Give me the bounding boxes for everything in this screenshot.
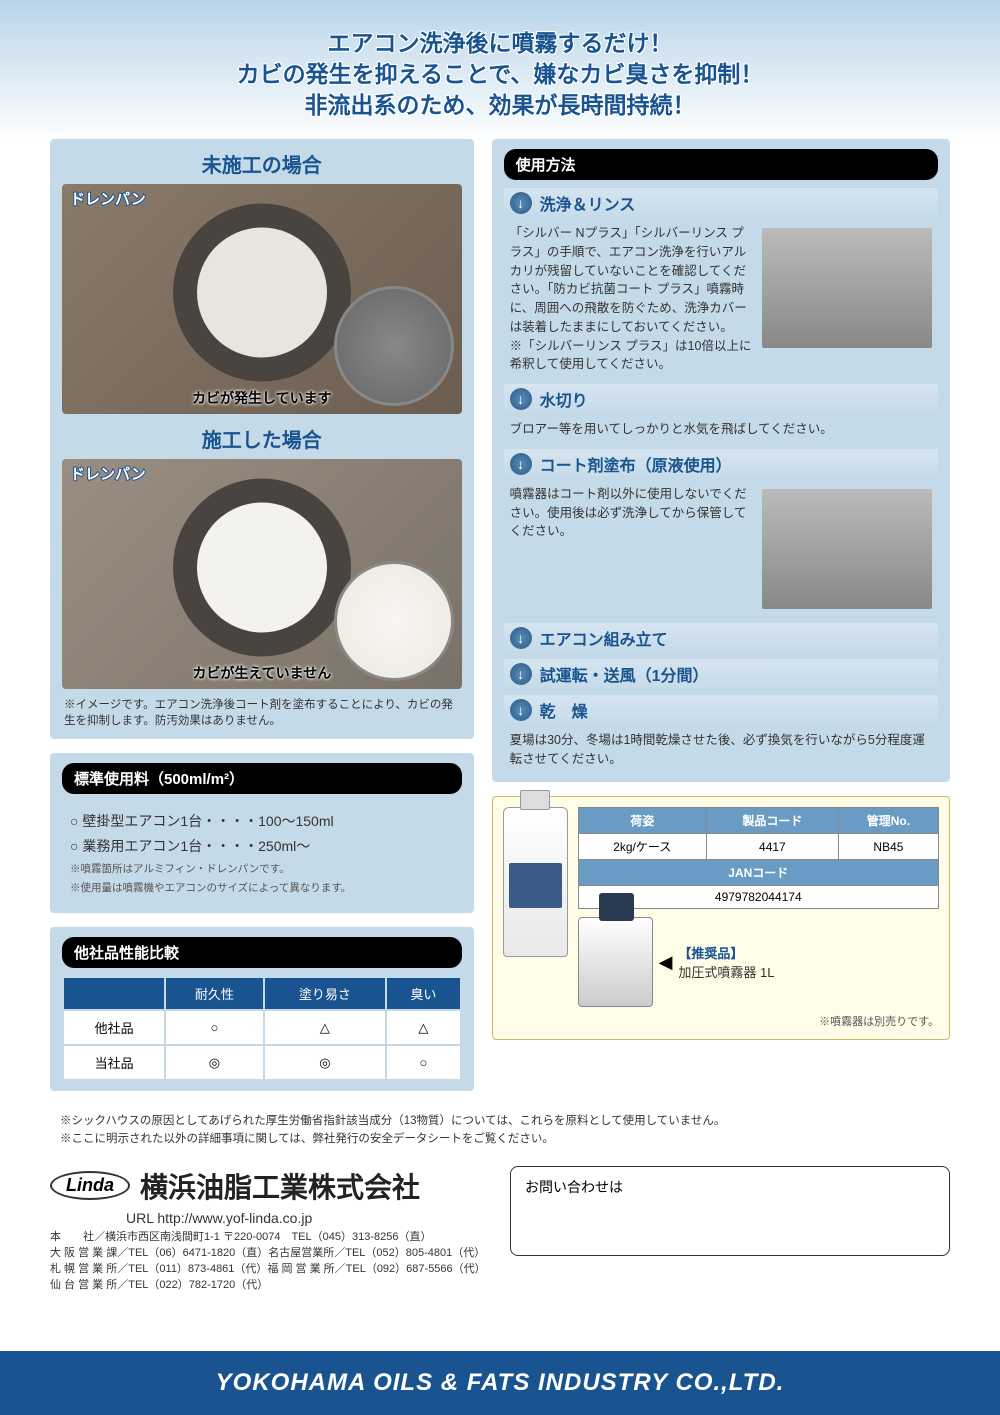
step-title: 洗浄＆リンス xyxy=(540,191,636,215)
note-1: ※シックハウスの原因としてあげられた厚生労働省指針該当成分（13物質）については… xyxy=(60,1113,940,1130)
branch-3: 仙 台 営 業 所／TEL（022）782-1720（代） xyxy=(50,1278,490,1294)
usage-item-2: ○ 業務用エアコン1台・・・・250ml〜 xyxy=(70,836,454,856)
step-body: 夏場は30分、冬場は1時間乾燥させた後、必ず換気を行いながら5分程度運転させてく… xyxy=(504,729,938,773)
company-name: 横浜油脂工業株式会社 xyxy=(140,1166,420,1206)
step-bar: ↓ 試運転・送風（1分間） xyxy=(504,659,938,689)
cell: ◎ xyxy=(264,1045,387,1080)
headline-1: エアコン洗浄後に噴霧するだけ！ xyxy=(0,28,1000,59)
step-body: 噴霧器はコート剤以外に使用しないでください。使用後は必ず洗浄してから保管してくだ… xyxy=(504,483,938,617)
drain-pan-label-2: ドレンパン xyxy=(70,463,146,484)
cell: ◎ xyxy=(165,1045,263,1080)
cell: 当社品 xyxy=(63,1045,165,1080)
comparison-images-panel: 未施工の場合 ドレンパン カビが発生しています 施工した場合 ドレンパン カビが… xyxy=(50,139,474,739)
th-code: 製品コード xyxy=(706,808,838,834)
jan-header: JANコード xyxy=(578,860,938,886)
company-url: URL http://www.yof-linda.co.jp xyxy=(126,1210,490,1226)
cell: △ xyxy=(386,1010,460,1045)
recommended-text: 【推奨品】 加圧式噴霧器 1L xyxy=(678,943,774,981)
down-arrow-icon: ↓ xyxy=(510,699,532,721)
contact-label: お問い合わせは xyxy=(525,1179,623,1195)
step-bar: ↓ 洗浄＆リンス xyxy=(504,188,938,218)
before-image: ドレンパン カビが発生しています xyxy=(62,184,462,414)
usage-header: 標準使用料（500ml/m²） xyxy=(62,763,462,794)
step-image xyxy=(762,228,932,348)
hq-address: 本 社／横浜市西区南浅間町1-1 〒220-0074 TEL（045）313-8… xyxy=(50,1230,490,1246)
down-arrow-icon: ↓ xyxy=(510,663,532,685)
method-header: 使用方法 xyxy=(504,149,938,180)
note-2: ※ここに明示された以外の詳細事項に関しては、弊社発行の安全データシートをご覧くだ… xyxy=(60,1131,940,1148)
headline-3: 非流出系のため、効果が長時間持続！ xyxy=(0,90,1000,121)
step-text: ブロアー等を用いてしっかりと水気を飛ばしてください。 xyxy=(510,422,833,436)
cell: ○ xyxy=(386,1045,460,1080)
usage-amount-panel: 標準使用料（500ml/m²） ○ 壁掛型エアコン1台・・・・100〜150ml… xyxy=(50,753,474,913)
image-disclaimer: ※イメージです。エアコン洗浄後コート剤を塗布することにより、カビの発生を抑制しま… xyxy=(64,697,460,729)
step-body: ブロアー等を用いてしっかりと水気を飛ばしてください。 xyxy=(504,418,938,443)
after-image: ドレンパン カビが生えていません xyxy=(62,459,462,689)
step-body: 「シルバー Nプラス」「シルバーリンス プラス」の手順で、エアコン洗浄を行いアル… xyxy=(504,222,938,378)
after-title: 施工した場合 xyxy=(62,424,462,453)
method-panel: 使用方法 ↓ 洗浄＆リンス「シルバー Nプラス」「シルバーリンス プラス」の手順で… xyxy=(492,139,950,782)
cell: 4417 xyxy=(706,834,838,860)
rec-item: 加圧式噴霧器 1L xyxy=(678,965,774,980)
down-arrow-icon: ↓ xyxy=(510,192,532,214)
headline-block: エアコン洗浄後に噴霧するだけ！ カビの発生を抑えることで、嫌なカビ臭さを抑制！ … xyxy=(0,0,1000,139)
cell: △ xyxy=(264,1010,387,1045)
step-image xyxy=(762,489,932,609)
step-bar: ↓ 水切り xyxy=(504,384,938,414)
comparison-header: 他社品性能比較 xyxy=(62,937,462,968)
bottom-notes: ※シックハウスの原因としてあげられた厚生労働省指針該当成分（13物質）については… xyxy=(0,1105,1000,1156)
down-arrow-icon: ↓ xyxy=(510,627,532,649)
drain-pan-label: ドレンパン xyxy=(70,188,146,209)
product-bottle-image xyxy=(503,807,568,957)
th-blank xyxy=(63,977,165,1010)
th-mgmt: 管理No. xyxy=(838,808,938,834)
th-smell: 臭い xyxy=(386,977,460,1010)
cell: 他社品 xyxy=(63,1010,165,1045)
step-bar: ↓ エアコン組み立て xyxy=(504,623,938,653)
rec-label: 【推奨品】 xyxy=(678,946,743,961)
before-title: 未施工の場合 xyxy=(62,149,462,178)
footer-bar: YOKOHAMA OILS & FATS INDUSTRY CO.,LTD. xyxy=(0,1351,1000,1415)
step-title: 試運転・送風（1分間） xyxy=(540,662,709,686)
step-title: コート剤塗布（原液使用） xyxy=(540,452,732,476)
usage-note-2: ※使用量は噴霧機やエアコンのサイズによって異なります。 xyxy=(70,880,454,895)
arrow-icon: ◀ xyxy=(659,952,673,973)
th-ease: 塗り易さ xyxy=(264,977,387,1010)
company-info: Linda 横浜油脂工業株式会社 URL http://www.yof-lind… xyxy=(50,1166,490,1294)
comparison-table: 耐久性 塗り易さ 臭い 他社品 ○ △ △ 当社品 ◎ ◎ ○ xyxy=(62,976,462,1081)
cell: NB45 xyxy=(838,834,938,860)
th-packing: 荷姿 xyxy=(578,808,706,834)
branch-1: 大 阪 営 業 課／TEL（06）6471-1820（直）名古屋営業所／TEL（… xyxy=(50,1246,490,1262)
headline-2: カビの発生を抑えることで、嫌なカビ臭さを抑制！ xyxy=(0,59,1000,90)
down-arrow-icon: ↓ xyxy=(510,388,532,410)
usage-note-1: ※噴霧箇所はアルミフィン・ドレンパンです。 xyxy=(70,861,454,876)
usage-item-1: ○ 壁掛型エアコン1台・・・・100〜150ml xyxy=(70,811,454,831)
before-caption: カビが発生しています xyxy=(192,388,332,408)
sprayer-image xyxy=(578,917,653,1007)
th-durability: 耐久性 xyxy=(165,977,263,1010)
step-title: エアコン組み立て xyxy=(540,626,668,650)
product-info-box: 荷姿 製品コード 管理No. 2kg/ケース 4417 NB45 JANコード … xyxy=(492,796,950,1040)
separate-sale-note: ※噴霧器は別売りです。 xyxy=(578,1013,939,1029)
branch-2: 札 幌 営 業 所／TEL（011）873-4861（代）福 岡 営 業 所／T… xyxy=(50,1262,490,1278)
step-text: 「シルバー Nプラス」「シルバーリンス プラス」の手順で、エアコン洗浄を行いアル… xyxy=(510,226,752,371)
down-arrow-icon: ↓ xyxy=(510,453,532,475)
step-text: 夏場は30分、冬場は1時間乾燥させた後、必ず換気を行いながら5分程度運転させてく… xyxy=(510,733,925,766)
linda-logo: Linda xyxy=(50,1171,130,1200)
cell: ○ xyxy=(165,1010,263,1045)
step-title: 乾 燥 xyxy=(540,698,588,722)
step-title: 水切り xyxy=(540,387,588,411)
contact-box: お問い合わせは xyxy=(510,1166,950,1256)
cell: 2kg/ケース xyxy=(578,834,706,860)
after-caption: カビが生えていません xyxy=(192,663,331,683)
step-bar: ↓ コート剤塗布（原液使用） xyxy=(504,449,938,479)
comparison-table-panel: 他社品性能比較 耐久性 塗り易さ 臭い 他社品 ○ △ △ 当社品 ◎ ◎ xyxy=(50,927,474,1091)
step-bar: ↓ 乾 燥 xyxy=(504,695,938,725)
step-text: 噴霧器はコート剤以外に使用しないでください。使用後は必ず洗浄してから保管してくだ… xyxy=(510,487,747,539)
